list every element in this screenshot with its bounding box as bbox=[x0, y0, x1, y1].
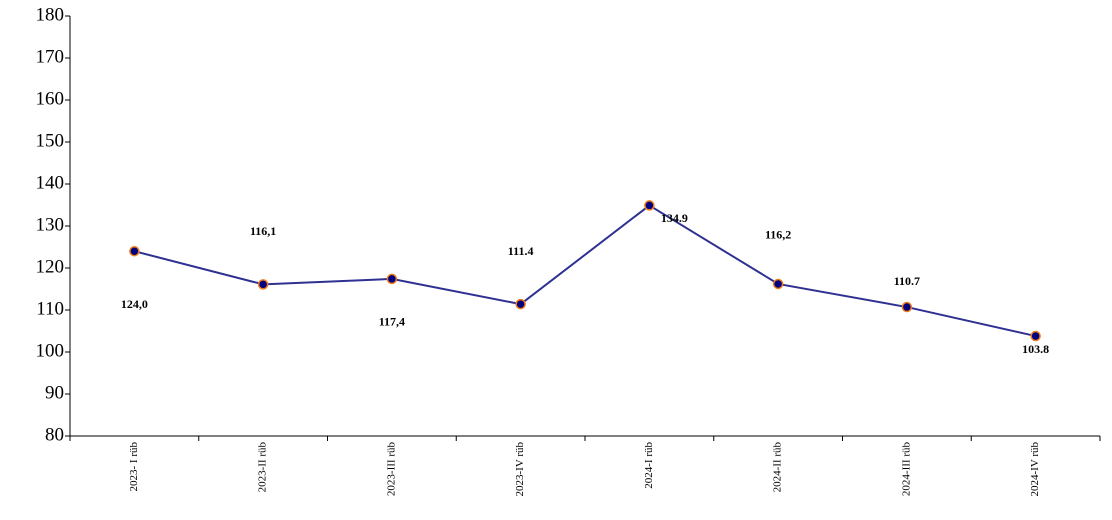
data-label: 124,0 bbox=[121, 297, 148, 311]
y-tick-label: 90 bbox=[45, 382, 64, 403]
x-tick-label: 2024-II rüb bbox=[772, 442, 784, 493]
x-tick-label: 2023-III rüb bbox=[385, 442, 397, 497]
marker bbox=[257, 279, 269, 290]
marker bbox=[515, 298, 526, 310]
data-label: 110.7 bbox=[894, 274, 920, 288]
x-tick-label: 2024-III rüb bbox=[900, 442, 912, 497]
line bbox=[134, 204, 1036, 338]
marker bbox=[772, 278, 784, 290]
marker bbox=[386, 273, 398, 285]
y-tick-label: 160 bbox=[36, 88, 65, 109]
data-label: 116,1 bbox=[250, 224, 276, 238]
x-tick-label: 2024-IV rüb bbox=[1029, 442, 1041, 497]
y-tick-label: 170 bbox=[36, 46, 65, 67]
y-tick-label: 150 bbox=[36, 130, 65, 151]
data-label: 117,4 bbox=[379, 315, 405, 329]
data-label: 116,2 bbox=[765, 228, 791, 242]
y-tick-label: 100 bbox=[36, 340, 65, 361]
y-tick-label: 120 bbox=[36, 256, 65, 277]
data-label: 103.8 bbox=[1022, 342, 1049, 356]
data-label: 111.4 bbox=[508, 244, 534, 258]
y-tick-label: 130 bbox=[36, 214, 65, 235]
y-tick-label: 110 bbox=[36, 298, 64, 319]
data-label: 134.9 bbox=[661, 211, 688, 225]
y-tick-label: 140 bbox=[36, 172, 65, 193]
marker bbox=[901, 301, 913, 313]
x-tick-label: 2023-IV rüb bbox=[514, 442, 526, 497]
x-tick-label: 2023- I rüb bbox=[128, 442, 140, 492]
x-tick-label: 2023-II rüb bbox=[257, 442, 269, 493]
marker bbox=[129, 245, 140, 257]
marker bbox=[644, 200, 655, 211]
y-tick-label: 180 bbox=[36, 4, 65, 25]
marker bbox=[1030, 330, 1041, 342]
y-tick-label: 80 bbox=[45, 424, 64, 445]
x-tick-label: 2024-I rüb bbox=[643, 442, 655, 489]
